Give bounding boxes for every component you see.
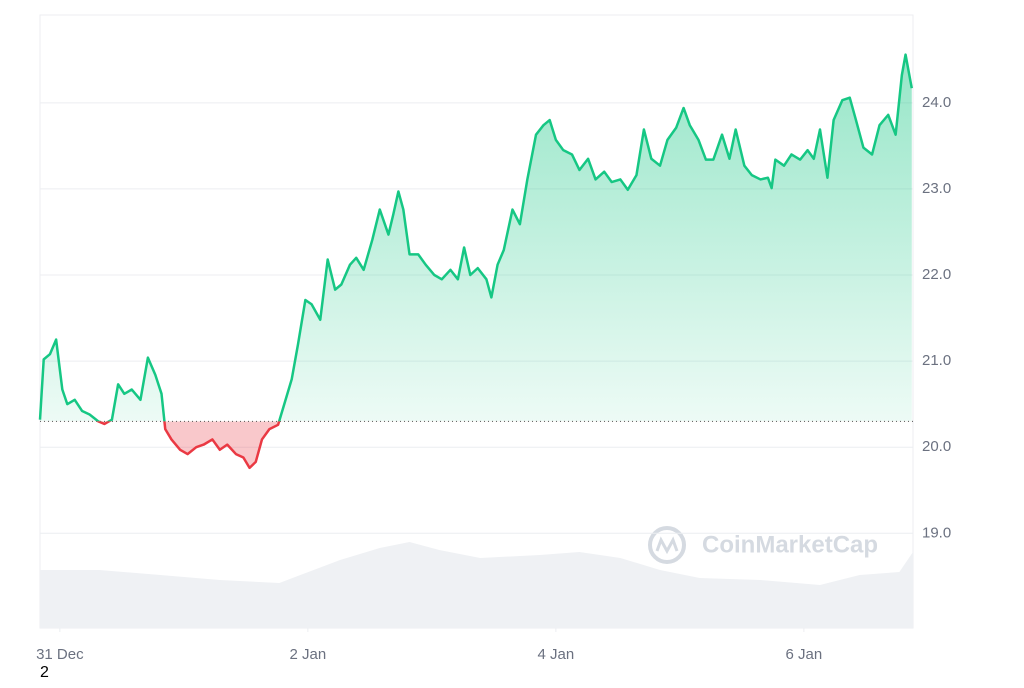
area-up — [40, 54, 912, 422]
y-tick-label: 22.0 — [922, 266, 951, 283]
x-tick-label: 2 Jan — [290, 646, 327, 663]
y-tick-label: 20.0 — [922, 438, 951, 455]
area-down — [40, 421, 912, 468]
volume-area — [40, 542, 913, 628]
watermark: CoinMarketCap — [648, 526, 878, 564]
price-line-down — [96, 421, 281, 470]
y-tick-label: 21.0 — [922, 352, 951, 369]
y-tick-label: 23.0 — [922, 180, 951, 197]
watermark-text: CoinMarketCap — [702, 531, 878, 558]
x-tick-label: 31 Dec — [36, 646, 84, 663]
y-tick-label: 24.0 — [922, 94, 951, 111]
y-tick-label: 19.0 — [922, 524, 951, 541]
footnote: 2 — [40, 664, 49, 681]
x-tick-label: 6 Jan — [786, 646, 823, 663]
price-line-up — [38, 53, 913, 422]
x-tick-label: 4 Jan — [538, 646, 575, 663]
